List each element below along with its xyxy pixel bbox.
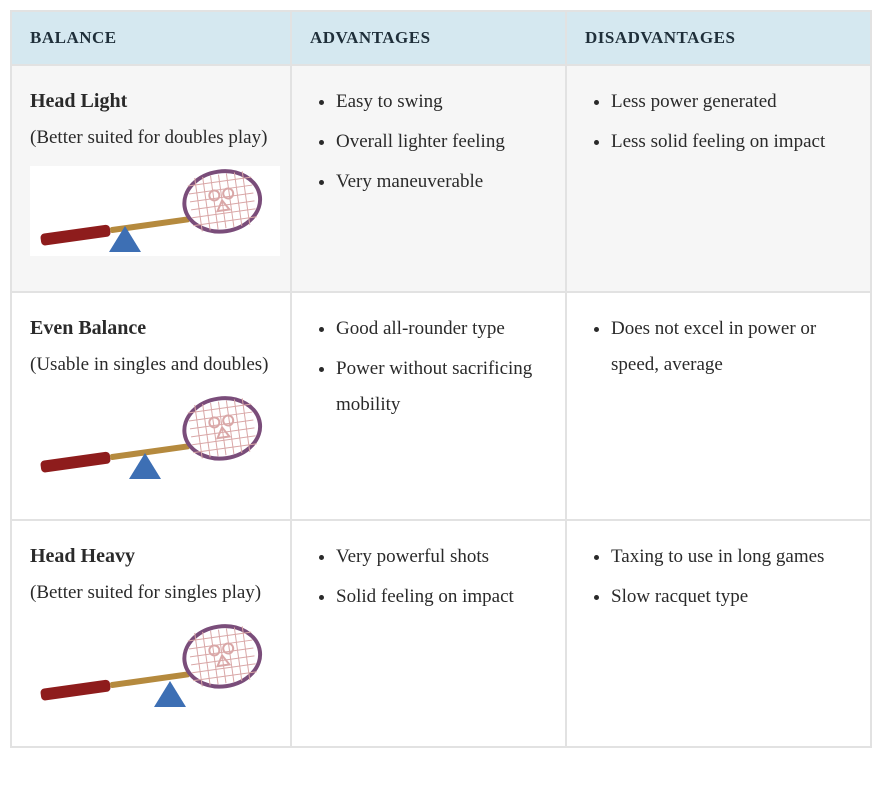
list-item: Taxing to use in long games [611, 537, 852, 577]
racket-balance-icon [30, 393, 280, 483]
advantages-cell: Easy to swingOverall lighter feelingVery… [291, 65, 566, 292]
advantages-cell: Good all-rounder typePower without sacri… [291, 292, 566, 519]
balance-subtitle: (Better suited for singles play) [30, 582, 261, 603]
balance-title: Even Balance [30, 317, 146, 339]
list-item: Power without sacrificing mobility [336, 349, 547, 425]
balance-cell: Head Heavy (Better suited for singles pl… [11, 520, 291, 747]
table-row: Even Balance (Usable in singles and doub… [11, 292, 871, 519]
racket-balance-icon [30, 621, 280, 711]
balance-title: Head Heavy [30, 545, 135, 567]
disadvantages-cell: Less power generatedLess solid feeling o… [566, 65, 871, 292]
balance-subtitle: (Usable in singles and doubles) [30, 354, 269, 375]
list-item: Solid feeling on impact [336, 577, 547, 617]
advantages-cell: Very powerful shotsSolid feeling on impa… [291, 520, 566, 747]
col-header-advantages: ADVANTAGES [291, 11, 566, 65]
disadvantages-cell: Does not excel in power or speed, averag… [566, 292, 871, 519]
list-item: Good all-rounder type [336, 309, 547, 349]
list-item: Less power generated [611, 82, 852, 122]
advantages-list: Good all-rounder typePower without sacri… [314, 309, 547, 425]
disadvantages-list: Does not excel in power or speed, averag… [589, 309, 852, 385]
list-item: Easy to swing [336, 82, 547, 122]
list-item: Slow racquet type [611, 577, 852, 617]
list-item: Overall lighter feeling [336, 122, 547, 162]
list-item: Very maneuverable [336, 162, 547, 202]
list-item: Very powerful shots [336, 537, 547, 577]
balance-cell: Even Balance (Usable in singles and doub… [11, 292, 291, 519]
col-header-disadvantages: DISADVANTAGES [566, 11, 871, 65]
balance-subtitle: (Better suited for doubles play) [30, 127, 267, 148]
table-row: Head Light (Better suited for doubles pl… [11, 65, 871, 292]
table-header-row: BALANCE ADVANTAGES DISADVANTAGES [11, 11, 871, 65]
balance-cell: Head Light (Better suited for doubles pl… [11, 65, 291, 292]
col-header-balance: BALANCE [11, 11, 291, 65]
disadvantages-cell: Taxing to use in long gamesSlow racquet … [566, 520, 871, 747]
disadvantages-list: Taxing to use in long gamesSlow racquet … [589, 537, 852, 617]
list-item: Does not excel in power or speed, averag… [611, 309, 852, 385]
racket-balance-icon [30, 166, 280, 256]
balance-title: Head Light [30, 90, 127, 112]
balance-comparison-table: BALANCE ADVANTAGES DISADVANTAGES Head Li… [10, 10, 872, 748]
list-item: Less solid feeling on impact [611, 122, 852, 162]
advantages-list: Very powerful shotsSolid feeling on impa… [314, 537, 547, 617]
disadvantages-list: Less power generatedLess solid feeling o… [589, 82, 852, 162]
advantages-list: Easy to swingOverall lighter feelingVery… [314, 82, 547, 202]
table-row: Head Heavy (Better suited for singles pl… [11, 520, 871, 747]
